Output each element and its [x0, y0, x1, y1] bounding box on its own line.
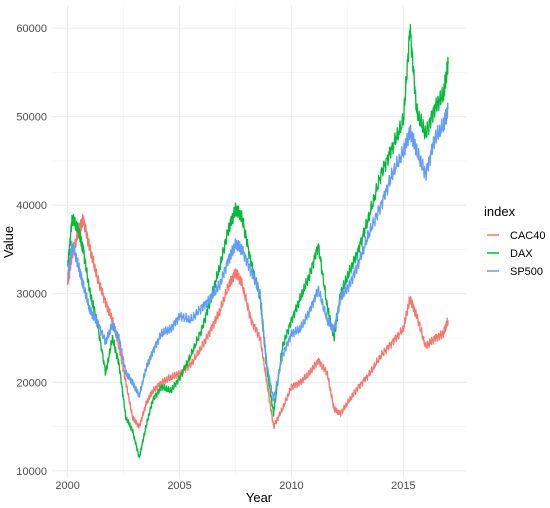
legend-title: index [484, 204, 516, 219]
x-axis-ticks: 2000 2005 2010 2015 [55, 480, 415, 492]
y-tick-label: 20000 [16, 377, 47, 389]
legend: index CAC40 DAX SP500 [484, 204, 545, 278]
y-tick-label: 10000 [16, 466, 47, 478]
x-tick-label: 2000 [55, 480, 79, 492]
x-tick-label: 2015 [391, 480, 415, 492]
x-tick-label: 2005 [167, 480, 191, 492]
y-axis-title: Value [1, 226, 16, 258]
legend-label-sp500: SP500 [510, 266, 543, 278]
legend-label-dax: DAX [510, 248, 533, 260]
series-layer [67, 24, 449, 459]
grid [52, 6, 466, 477]
series-line-dax [67, 24, 449, 459]
legend-label-cac40: CAC40 [510, 230, 545, 242]
y-tick-label: 50000 [16, 112, 47, 124]
series-line-sp500 [67, 102, 449, 402]
x-tick-label: 2010 [279, 480, 303, 492]
y-axis-ticks: 10000 20000 30000 40000 50000 60000 [16, 23, 47, 478]
y-tick-label: 40000 [16, 200, 47, 212]
x-axis-title: Year [246, 490, 273, 505]
y-tick-label: 30000 [16, 289, 47, 301]
y-tick-label: 60000 [16, 23, 47, 35]
series-line-cac40 [67, 214, 449, 430]
